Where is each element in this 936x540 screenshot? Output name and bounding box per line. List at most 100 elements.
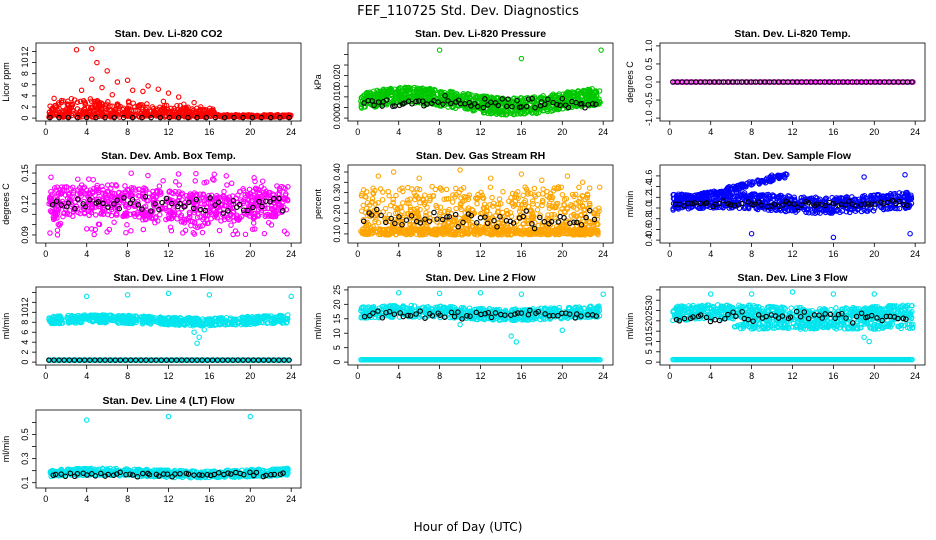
data-point (504, 103, 510, 110)
data-point (130, 185, 137, 191)
y-tick-label: 0.10 (332, 225, 342, 243)
data-point (523, 186, 530, 192)
data-point (845, 197, 852, 204)
data-point (193, 191, 200, 198)
data-point (124, 213, 130, 219)
data-point (704, 192, 711, 198)
data-point (418, 87, 425, 93)
data-point (908, 200, 915, 207)
data-point (422, 192, 428, 199)
data-point (774, 173, 781, 179)
data-point (739, 192, 745, 199)
data-point (561, 196, 568, 203)
x-tick-label: 8 (125, 249, 130, 259)
data-point (108, 185, 114, 191)
data-point (565, 104, 572, 111)
data-point (165, 90, 172, 96)
x-tick-label: 0 (667, 127, 672, 137)
data-point (407, 204, 414, 211)
data-point (519, 97, 526, 103)
data-point (498, 200, 504, 207)
data-point (481, 201, 488, 208)
data-points (46, 290, 294, 363)
data-point (181, 216, 188, 223)
data-point (169, 108, 176, 115)
data-point (414, 205, 420, 212)
data-point (190, 230, 197, 236)
data-point (751, 202, 757, 208)
data-point (571, 219, 577, 225)
x-tick-label: 0 (355, 249, 360, 259)
data-point (549, 194, 556, 201)
data-point (189, 106, 196, 112)
data-point (830, 200, 836, 207)
data-point (50, 216, 57, 223)
data-point (178, 212, 185, 219)
data-point (410, 222, 416, 228)
data-point (166, 114, 173, 121)
data-point (231, 114, 237, 121)
data-point (255, 206, 262, 213)
data-point (111, 201, 117, 207)
data-point (100, 187, 106, 193)
data-point (551, 212, 558, 218)
data-point (763, 192, 770, 198)
data-point (842, 202, 849, 208)
data-point (274, 113, 280, 120)
data-point (884, 199, 891, 206)
data-point (72, 205, 78, 212)
data-point (716, 200, 723, 207)
x-tick-label: 8 (437, 127, 442, 137)
data-point (252, 210, 258, 217)
data-point (78, 182, 85, 188)
data-point (108, 212, 115, 219)
x-tick-label: 4 (84, 127, 89, 137)
data-point (579, 192, 586, 199)
data-point (385, 88, 392, 95)
data-point (472, 227, 478, 234)
data-point (246, 112, 252, 118)
data-point (372, 218, 378, 225)
data-point (58, 190, 65, 197)
y-axis-label: kPa (313, 74, 323, 90)
data-point (176, 182, 182, 188)
data-point (136, 186, 142, 193)
data-point (865, 208, 871, 214)
data-point (172, 188, 178, 195)
data-point (201, 179, 207, 186)
data-point (174, 216, 180, 222)
data-point (80, 188, 86, 195)
data-point (583, 214, 589, 221)
data-point (906, 195, 913, 201)
data-point (396, 214, 402, 220)
data-point (207, 210, 213, 216)
data-point (541, 218, 548, 225)
data-point (69, 101, 75, 108)
data-point (177, 200, 183, 207)
y-tick-label: 1.0 (644, 40, 654, 53)
data-point (577, 204, 583, 210)
data-point (436, 47, 443, 53)
data-point (531, 185, 538, 192)
data-point (591, 216, 598, 223)
data-point (505, 96, 511, 102)
data-point (814, 209, 821, 216)
data-point (598, 47, 604, 53)
data-point (360, 218, 367, 225)
data-point (440, 101, 446, 107)
data-point (367, 224, 374, 231)
data-point (403, 217, 410, 223)
x-tick-label: 4 (708, 127, 713, 137)
data-point (93, 185, 100, 191)
data-point (135, 192, 142, 199)
data-point (470, 207, 476, 214)
x-tick-label: 4 (84, 249, 89, 259)
data-point (826, 199, 833, 206)
data-point (735, 195, 742, 201)
data-point (771, 201, 778, 208)
data-point (463, 216, 470, 222)
data-point (113, 182, 119, 188)
data-point (361, 100, 367, 106)
data-point (570, 92, 576, 99)
data-point (431, 209, 437, 216)
